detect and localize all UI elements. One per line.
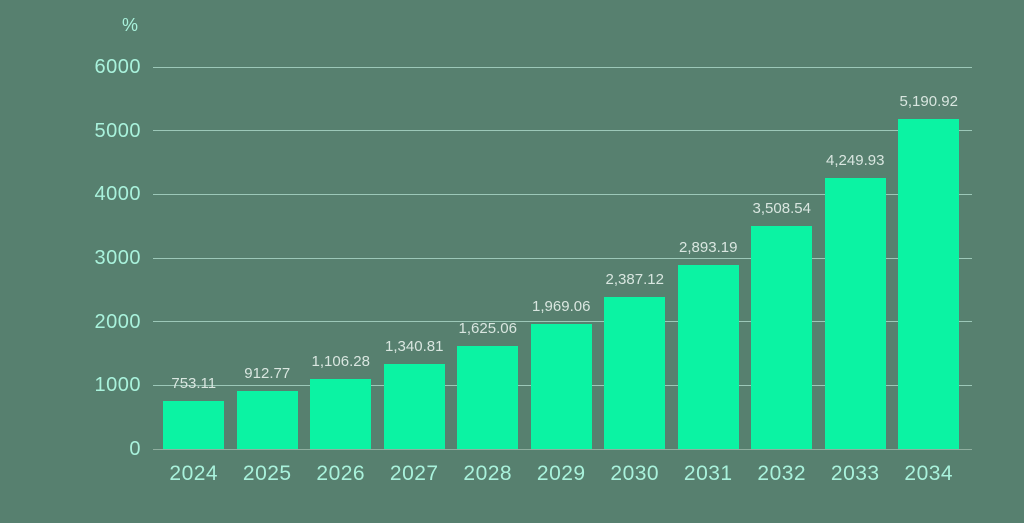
bar-2030[interactable] (604, 297, 666, 449)
bar-value-label: 1,340.81 (385, 337, 444, 355)
bar-value-label: 1,969.06 (532, 297, 591, 315)
x-tick-label: 2032 (757, 462, 807, 485)
y-tick-label: 3000 (94, 247, 141, 269)
grid-line (153, 193, 972, 195)
bar-value-label: 753.11 (171, 375, 217, 393)
x-tick-label: 2025 (242, 462, 292, 485)
y-tick-label: 6000 (94, 56, 141, 78)
bar-2024[interactable] (163, 401, 225, 449)
y-tick-label: 1000 (94, 374, 141, 397)
bar-value-label: 5,190.92 (899, 92, 958, 110)
bar-value-label: 1,625.06 (458, 319, 517, 337)
x-axis-line (153, 448, 972, 450)
bar-2025[interactable] (236, 390, 298, 449)
y-tick-label: 4000 (94, 183, 141, 206)
grid-line (153, 66, 972, 68)
x-tick-label: 2024 (169, 462, 219, 485)
bar-value-label: 912.77 (244, 364, 291, 382)
bar-2031[interactable] (677, 264, 739, 449)
bar-2027[interactable] (383, 363, 445, 449)
x-tick-label: 2030 (610, 462, 660, 485)
x-tick-label: 2029 (536, 462, 586, 485)
x-tick-label: 2034 (904, 462, 954, 485)
grid-line (153, 130, 972, 132)
bar-2029[interactable] (530, 323, 592, 449)
bar-value-label: 2,893.19 (679, 238, 738, 256)
bar-value-label: 2,387.12 (605, 271, 664, 289)
bar-value-label: 3,508.54 (752, 199, 811, 217)
x-tick-label: 2033 (830, 462, 880, 485)
x-tick-label: 2031 (683, 462, 733, 485)
bar-2028[interactable] (457, 345, 519, 449)
y-tick-label: 2000 (94, 310, 141, 333)
bar-2033[interactable] (824, 178, 886, 449)
bar-2026[interactable] (310, 378, 372, 449)
bar-2034[interactable] (898, 118, 960, 449)
x-tick-label: 2026 (316, 462, 366, 485)
x-tick-label: 2028 (463, 462, 513, 485)
y-tick-label: 5000 (94, 119, 141, 142)
y-axis-unit-label: % (121, 15, 138, 35)
y-tick-label: 0 (129, 438, 141, 460)
bar-value-label: 4,249.93 (826, 152, 885, 170)
grid-line (153, 321, 972, 323)
bar-value-label: 1,106.28 (311, 352, 370, 370)
bar-2032[interactable] (751, 225, 813, 449)
grid-line (153, 257, 972, 259)
x-tick-label: 2027 (389, 462, 439, 485)
